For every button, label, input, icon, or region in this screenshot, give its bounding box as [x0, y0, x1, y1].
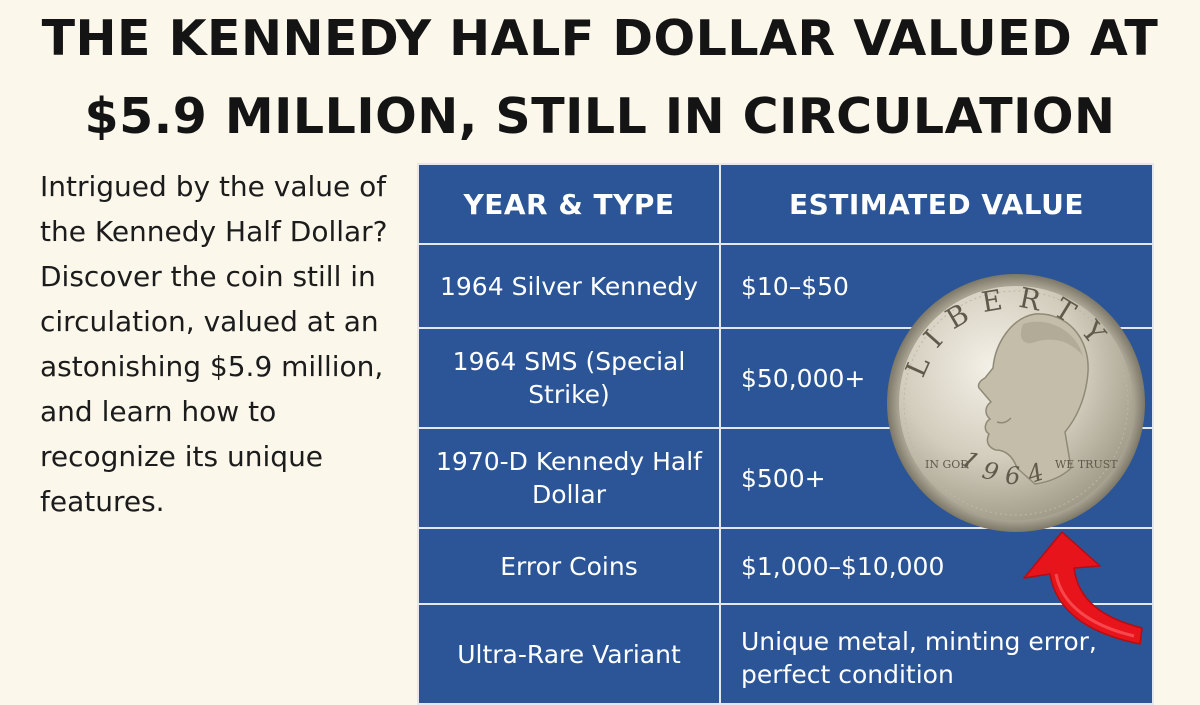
table-header-row: YEAR & TYPE ESTIMATED VALUE [417, 163, 1154, 245]
row-type-cell: 1964 Silver Kennedy [417, 243, 721, 329]
headline-line-2: $5.9 MILLION, STILL IN CIRCULATION [84, 88, 1116, 145]
row-type-cell: 1964 SMS (Special Strike) [417, 327, 721, 429]
row-type-cell: 1970-D Kennedy Half Dollar [417, 427, 721, 529]
intro-paragraph: Intrigued by the value of the Kennedy Ha… [40, 170, 388, 518]
red-arrow-icon [1023, 531, 1143, 645]
table-row: Ultra-Rare Variant Unique metal, minting… [417, 603, 1154, 705]
row-type-cell: Error Coins [417, 527, 721, 605]
headline: THE KENNEDY HALF DOLLAR VALUED AT $5.9 M… [0, 0, 1200, 156]
coin-motto-left: IN GOD [925, 458, 969, 471]
coin-motto-right: WE TRUST [1055, 458, 1118, 471]
header-estimated-value: ESTIMATED VALUE [719, 163, 1154, 245]
kennedy-coin-icon: LIBERTY IN GOD WE TRUST 1964 [887, 274, 1145, 532]
header-year-type: YEAR & TYPE [417, 163, 721, 245]
row-type-cell: Ultra-Rare Variant [417, 603, 721, 705]
headline-line-1: THE KENNEDY HALF DOLLAR VALUED AT [41, 10, 1159, 67]
table-row: 1964 Silver Kennedy $10–$50 [417, 243, 1154, 329]
